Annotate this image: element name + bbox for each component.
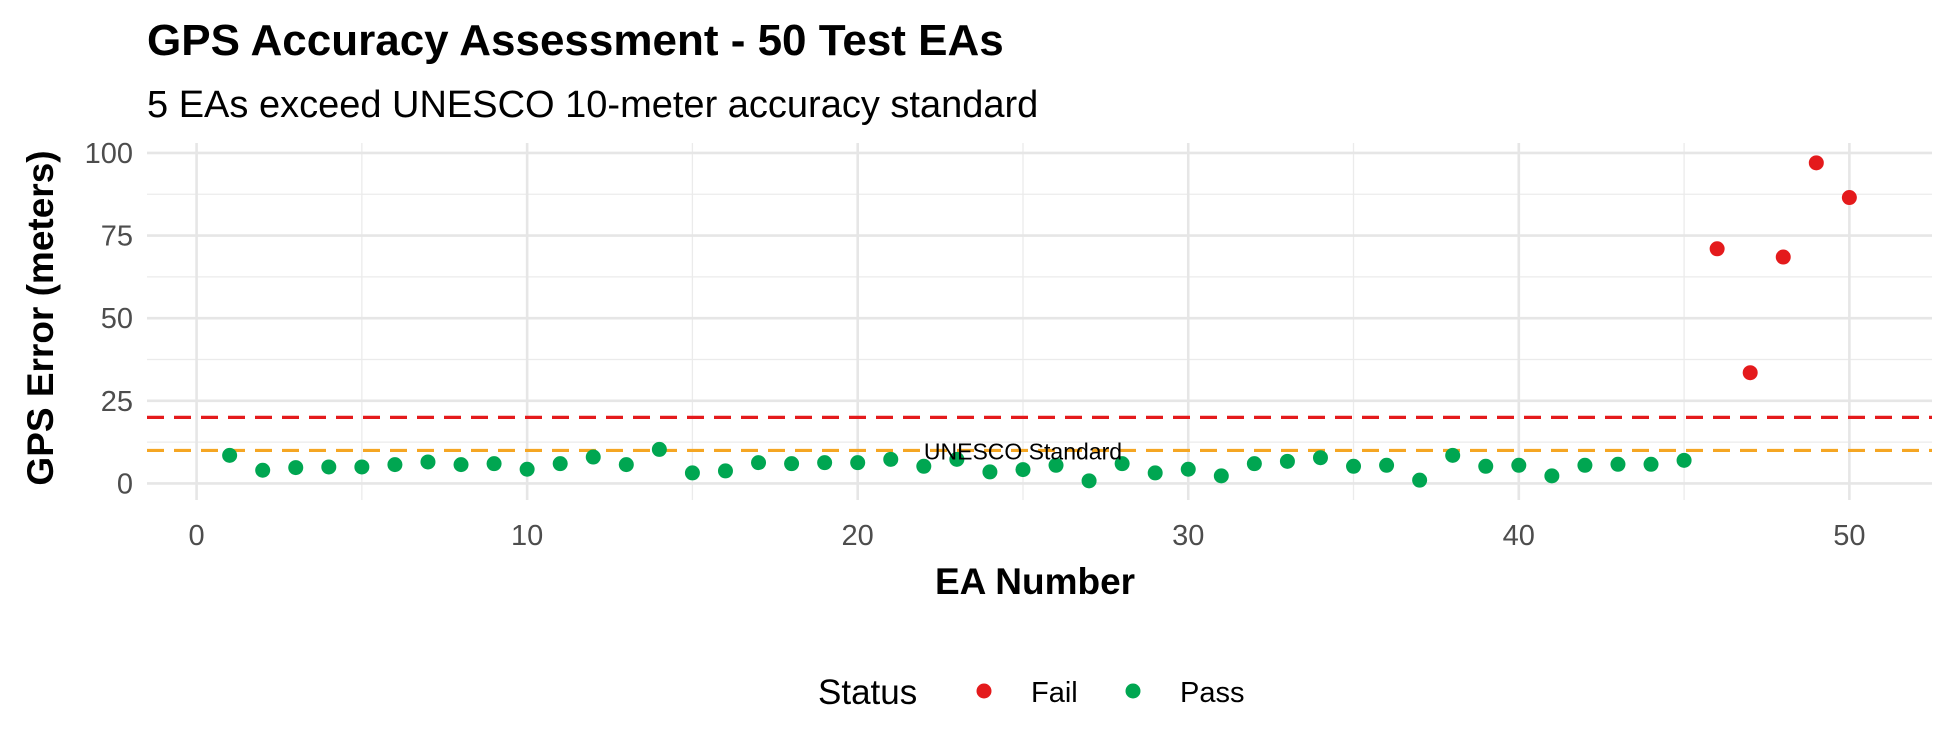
x-tick-label: 30 [1172, 520, 1204, 552]
y-tick-label: 100 [85, 138, 133, 170]
point-pass [586, 450, 601, 465]
point-pass [1313, 450, 1328, 465]
point-pass [1412, 473, 1427, 488]
point-pass [354, 459, 369, 474]
point-pass [454, 457, 469, 472]
legend-fail-label: Fail [1031, 677, 1078, 709]
point-pass [1577, 458, 1592, 473]
data-points: UNESCO Standard [222, 155, 1857, 488]
point-pass [685, 465, 700, 480]
point-fail [1842, 190, 1857, 205]
point-pass [784, 456, 799, 471]
point-pass [1478, 459, 1493, 474]
point-pass [619, 457, 634, 472]
legend-pass-key [1126, 684, 1141, 699]
chart-subtitle: 5 EAs exceed UNESCO 10-meter accuracy st… [147, 84, 1038, 126]
tick-labels: 0 10 20 30 40 50 0 25 50 75 100 [85, 138, 1866, 552]
point-fail [1776, 250, 1791, 265]
point-pass [222, 448, 237, 463]
legend-title: Status [818, 673, 917, 712]
legend: Status Fail Pass [818, 673, 1244, 712]
point-pass [1214, 468, 1229, 483]
x-tick-label: 40 [1503, 520, 1535, 552]
point-pass [321, 459, 336, 474]
x-tick-label: 20 [842, 520, 874, 552]
point-pass [255, 463, 270, 478]
reference-label-unesco: UNESCO Standard [924, 438, 1122, 464]
chart-title: GPS Accuracy Assessment - 50 Test EAs [147, 16, 1004, 65]
point-pass [1445, 448, 1460, 463]
point-pass [420, 454, 435, 469]
point-pass [553, 456, 568, 471]
x-tick-label: 10 [511, 520, 543, 552]
point-pass [982, 464, 997, 479]
y-axis-title: GPS Error (meters) [20, 150, 61, 485]
x-tick-label: 50 [1833, 520, 1865, 552]
point-pass [1379, 458, 1394, 473]
y-tick-label: 75 [101, 221, 133, 253]
point-pass [520, 462, 535, 477]
point-fail [1743, 365, 1758, 380]
point-pass [883, 452, 898, 467]
y-tick-label: 50 [101, 303, 133, 335]
legend-fail-key [977, 684, 992, 699]
point-pass [1346, 459, 1361, 474]
point-pass [718, 463, 733, 478]
point-pass [1544, 468, 1559, 483]
point-pass [288, 460, 303, 475]
x-tick-label: 0 [189, 520, 205, 552]
point-pass [751, 455, 766, 470]
point-fail [1809, 155, 1824, 170]
legend-pass-label: Pass [1180, 677, 1244, 709]
point-pass [1082, 473, 1097, 488]
point-pass [1677, 453, 1692, 468]
point-pass [850, 455, 865, 470]
point-pass [817, 455, 832, 470]
point-pass [487, 456, 502, 471]
y-tick-label: 0 [117, 468, 133, 500]
y-tick-label: 25 [101, 386, 133, 418]
point-pass [1247, 456, 1262, 471]
point-pass [1511, 458, 1526, 473]
x-axis-title: EA Number [935, 561, 1135, 602]
point-fail [1710, 241, 1725, 256]
point-pass [1610, 457, 1625, 472]
point-pass [387, 457, 402, 472]
point-pass [1280, 454, 1295, 469]
point-pass [1181, 462, 1196, 477]
point-pass [1644, 457, 1659, 472]
point-pass [1148, 465, 1163, 480]
point-pass [652, 442, 667, 457]
